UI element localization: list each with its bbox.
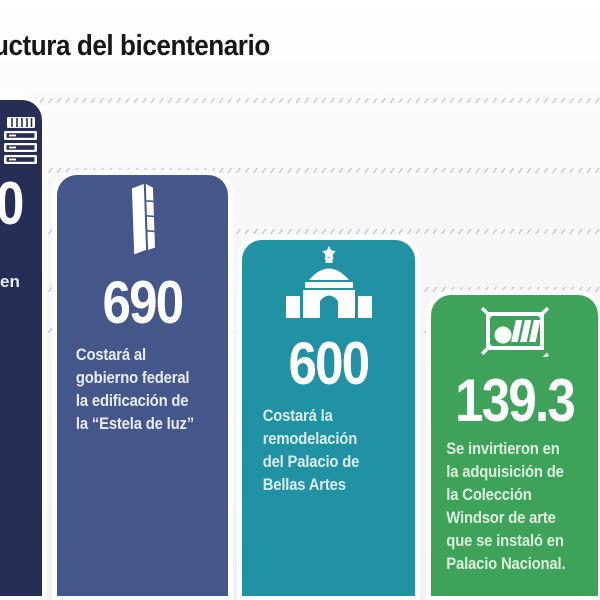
desc-line: Windsor de arte: [446, 509, 556, 527]
bar-description: Costará la remodelación del Palacio de B…: [242, 405, 360, 497]
money-stack-icon: [2, 117, 38, 170]
palace-dome-icon: [285, 246, 372, 323]
bar-value: 139.3: [455, 366, 576, 435]
desc-line: la “Estela de luz”: [75, 415, 194, 433]
bar-cropped: 0 en: [0, 100, 42, 596]
desc-line: gobierno federal: [75, 369, 190, 387]
gridline: [0, 168, 600, 173]
desc-line: la adquisición de: [446, 463, 564, 481]
bar-estela-de-luz: 690 Costará al gobierno federal la edifi…: [57, 175, 228, 596]
bar-description: Se invirtieron en la adquisición de la C…: [431, 438, 565, 576]
bar-coleccion-windsor: 139.3 Se invirtieron en la adquisición d…: [431, 295, 598, 596]
desc-line: la edificación de: [75, 392, 189, 410]
desc-line: Se invirtieron en: [446, 440, 560, 458]
desc-line: remodelación: [262, 430, 358, 448]
gridline: [0, 98, 600, 103]
bar-description-fragment: en: [0, 272, 20, 291]
bar-bellas-artes: 600 Costará la remodelación del Palacio …: [242, 240, 415, 596]
bar-description: Costará al gobierno federal la edificaci…: [57, 344, 194, 436]
desc-line: la Colección: [446, 486, 532, 504]
desc-line: Palacio Nacional.: [446, 555, 566, 573]
desc-line: Costará al: [75, 346, 146, 364]
desc-line: que se instaló en: [446, 532, 564, 550]
bar-value: 600: [288, 329, 371, 398]
desc-line: del Palacio de: [262, 453, 360, 471]
desc-line: Bellas Artes: [262, 476, 346, 494]
gridline: [0, 229, 600, 234]
page-title: uctura del bicentenario: [0, 30, 270, 62]
framed-art-icon: [478, 305, 552, 365]
bar-value: 690: [102, 268, 185, 337]
bar-value: 0: [0, 173, 24, 234]
monolith-icon: [128, 183, 158, 260]
desc-line: Costará la: [262, 407, 333, 425]
